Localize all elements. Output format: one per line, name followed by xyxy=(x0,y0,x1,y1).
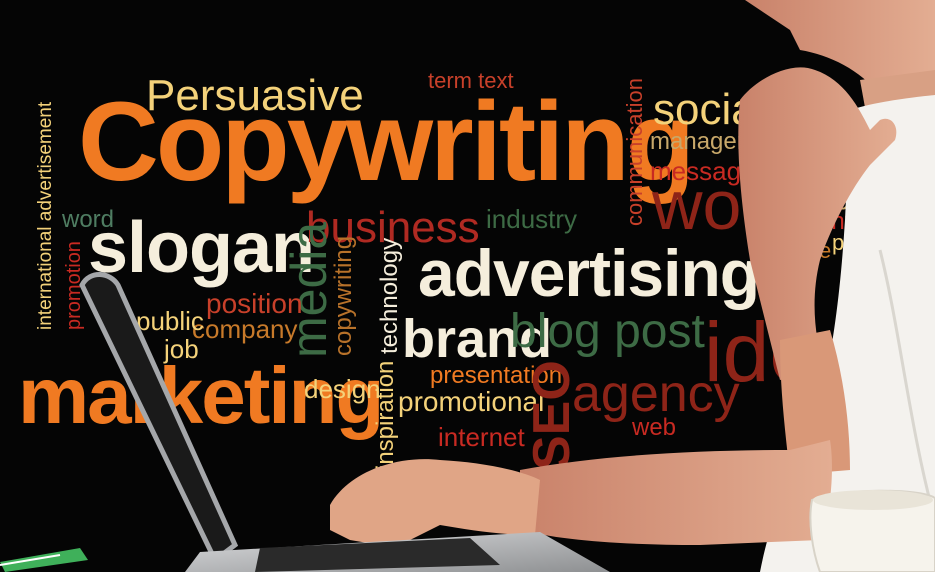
typing-hand xyxy=(330,459,540,545)
typing-arm xyxy=(520,440,832,545)
word-public: public xyxy=(136,306,204,336)
word-advertising: advertising xyxy=(418,236,760,310)
word-word-small: word xyxy=(62,206,115,233)
word-brand: brand xyxy=(402,309,553,369)
word-term-text: term text xyxy=(428,68,514,93)
word-presentation: presentation xyxy=(430,362,563,389)
word-job: job xyxy=(164,334,199,364)
word-agency: agency xyxy=(572,365,740,423)
word-slogan: slogan xyxy=(88,208,315,288)
word-industry: industry xyxy=(486,204,578,234)
word-marketing: marketing xyxy=(18,351,384,440)
word-persuasive: Persuasive xyxy=(146,71,364,120)
word-blog-post: blog post xyxy=(510,305,705,358)
chin-hand xyxy=(738,67,897,380)
word-web: web xyxy=(632,414,677,441)
word-copywriting: Copywriting xyxy=(78,79,695,204)
word-company: company xyxy=(192,314,298,344)
word-business: business xyxy=(306,203,480,252)
forearm xyxy=(780,330,850,475)
highlighter xyxy=(0,548,88,572)
word-message: message xyxy=(650,156,756,186)
face xyxy=(745,0,935,95)
word-internet: internet xyxy=(438,422,525,452)
keyboard xyxy=(255,538,500,572)
word-design: design xyxy=(304,374,381,404)
word-position: position xyxy=(206,288,303,319)
laptop-screen xyxy=(79,272,239,564)
word-word-big: wo xyxy=(652,166,742,244)
word-promotional: promotional xyxy=(398,386,545,417)
